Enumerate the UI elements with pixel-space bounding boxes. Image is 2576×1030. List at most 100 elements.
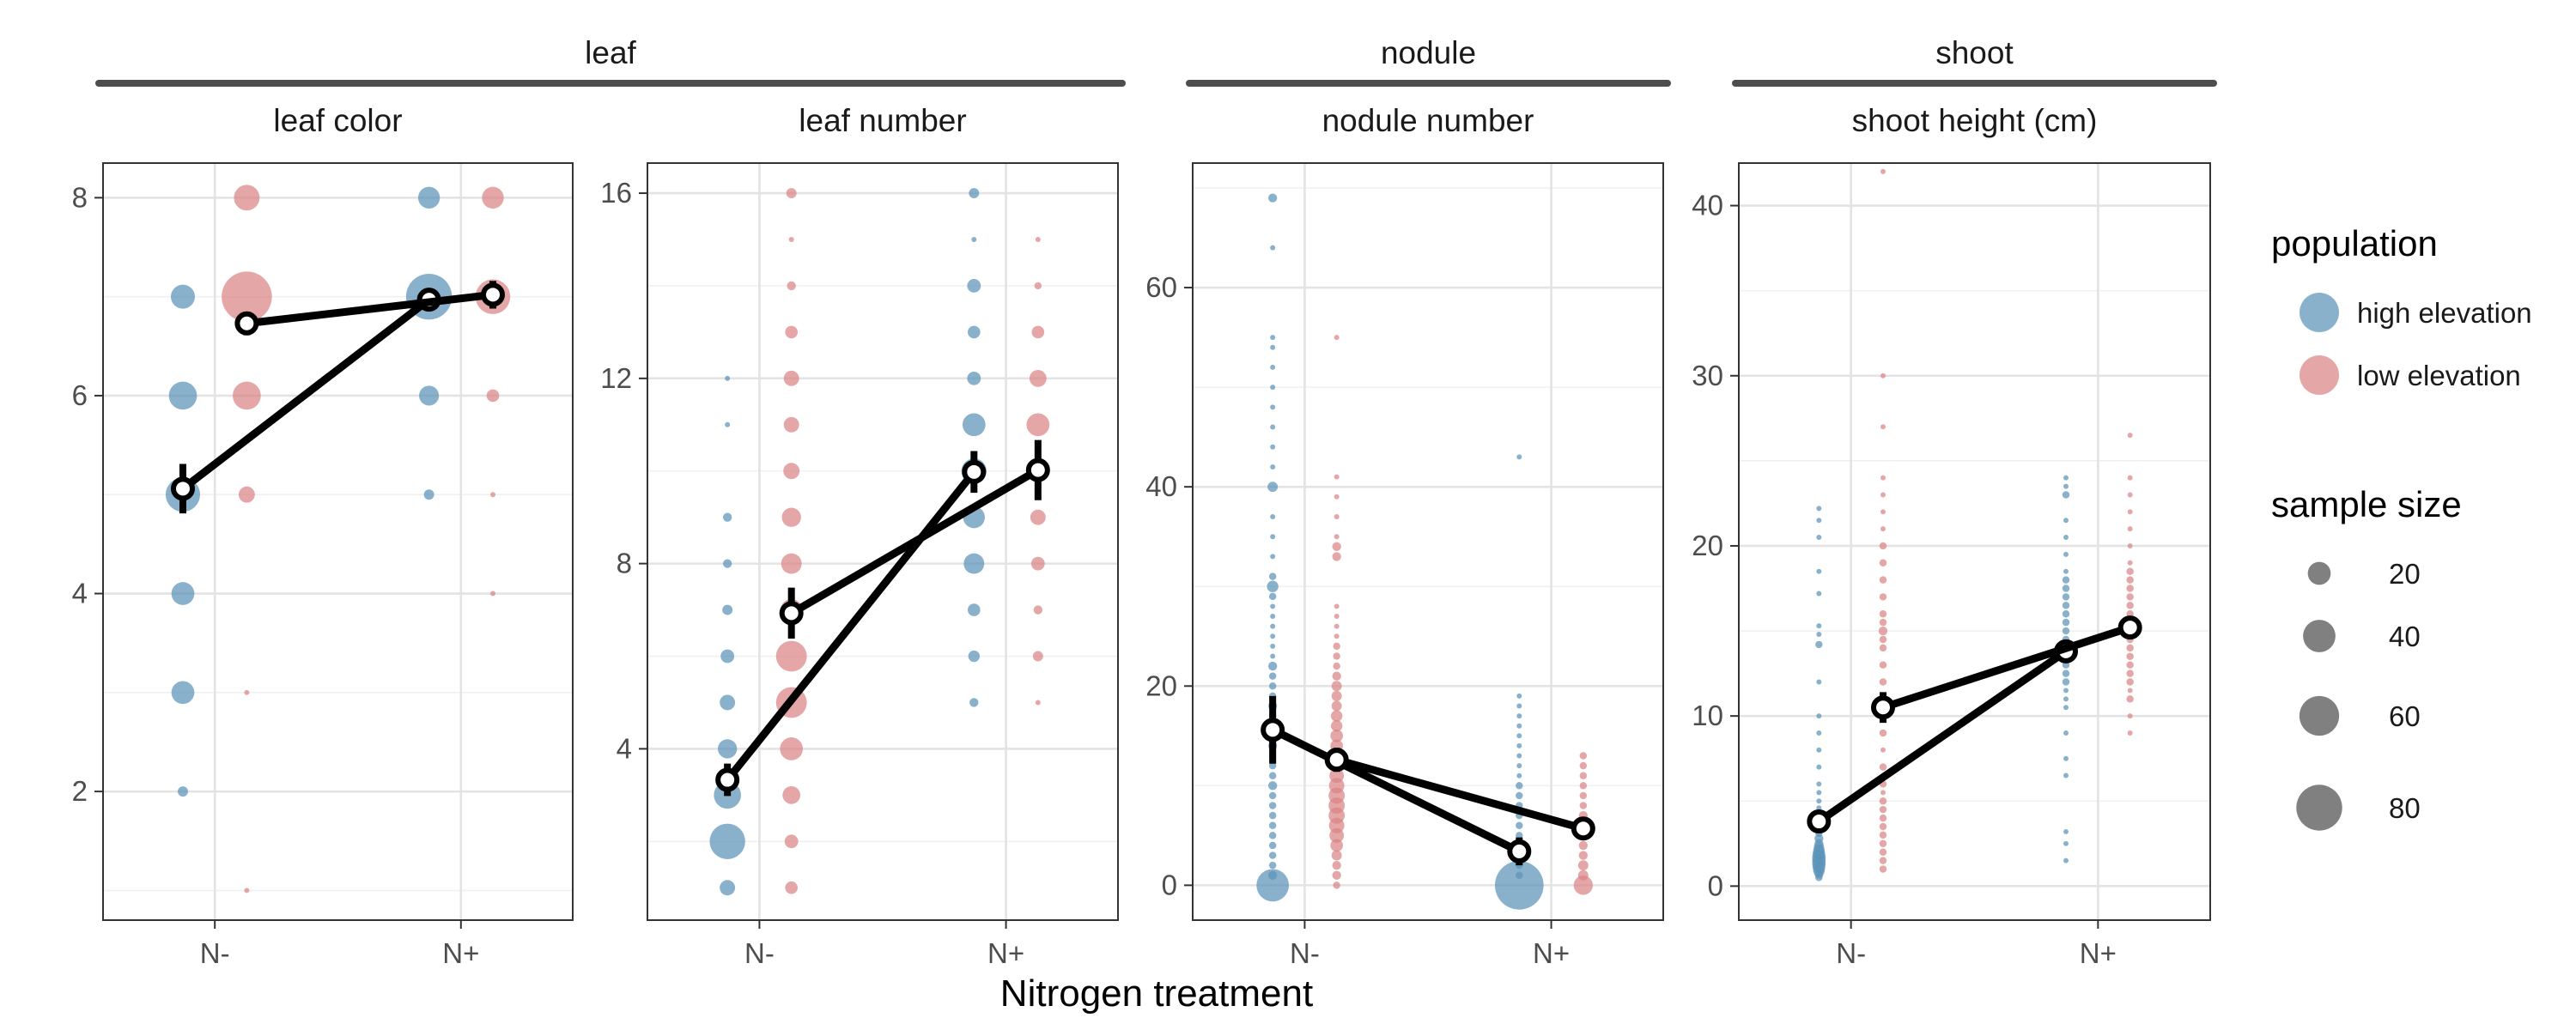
data-point-low-n [1880, 492, 1886, 498]
data-point-high-n [1267, 482, 1279, 493]
legend-key-high-elevation [2300, 293, 2339, 332]
group-strip-label: shoot [1935, 35, 2014, 70]
legend-label: high elevation [2357, 297, 2532, 329]
legend-population: population high elevation low elevation [2271, 223, 2532, 395]
data-point-high-n [1270, 614, 1276, 620]
data-point-low-n [1332, 870, 1341, 880]
data-point-high-n [1516, 723, 1522, 729]
data-point-high-n [717, 739, 738, 759]
panel-strip-label: shoot height (cm) [1852, 103, 2098, 138]
data-point-low-n [1334, 534, 1340, 540]
data-point-high-n [1816, 790, 1822, 796]
data-point-high-n [1815, 640, 1823, 649]
x-tick-label: N- [1290, 937, 1320, 969]
data-point-high-n [1268, 573, 1277, 580]
mean-point-high-n [1507, 839, 1532, 863]
data-point-high-n [722, 604, 733, 615]
y-tick-label: 10 [1692, 700, 1723, 731]
data-point-low-n [783, 463, 800, 480]
data-point-high-n [1814, 833, 1824, 844]
data-point-high-n [1270, 554, 1276, 560]
data-point-low-n [1879, 729, 1887, 737]
data-point-low-n [2127, 730, 2133, 736]
data-point-low-n [1332, 861, 1341, 870]
data-point-low-n [1030, 556, 1045, 571]
data-point-low-n [1331, 710, 1343, 722]
y-tick-label: 8 [617, 548, 632, 579]
data-point-low-n [2126, 644, 2134, 652]
data-point-low-n [1573, 876, 1594, 895]
y-tick-label: 2 [72, 775, 88, 807]
data-point-low-n [1879, 610, 1887, 618]
data-point-high-n [1816, 568, 1822, 574]
data-point-high-n [968, 603, 981, 616]
panel-border [102, 162, 574, 921]
data-point-high-n [1516, 713, 1522, 719]
data-point-high-n [2063, 840, 2069, 846]
mean-point-low-n [234, 311, 259, 336]
data-point-high-n [720, 880, 736, 896]
mean-line-low [242, 290, 497, 328]
data-point-high-n [1270, 514, 1276, 519]
data-point-high-n [1268, 851, 1277, 859]
data-point-high-n [1816, 781, 1822, 787]
y-tick-label: 6 [72, 379, 88, 411]
data-point-low-n [1578, 840, 1589, 851]
data-point-high-n [720, 694, 736, 711]
data-point-high-n [423, 489, 434, 500]
data-point-high-n [1516, 753, 1522, 759]
mean-point-high-n [170, 476, 195, 501]
data-point-low-n [1579, 772, 1588, 779]
data-point-high-n [2063, 551, 2069, 557]
data-point-high-n [1516, 742, 1522, 748]
panel-leaf-number: 4 8 12 16 N- N+ leaf number [600, 103, 1119, 969]
data-point-low-n [1879, 805, 1887, 814]
data-point-high-n [971, 237, 977, 243]
data-point-high-n [962, 413, 986, 437]
data-point-low-n [2127, 542, 2133, 548]
legend-label: 80 [2389, 792, 2421, 824]
data-point-high-n [1516, 772, 1522, 779]
panel-strip-label: nodule number [1322, 103, 1534, 138]
data-point-high-n [1268, 682, 1277, 690]
data-point-low-n [1879, 644, 1887, 652]
data-point-high-n [1816, 535, 1822, 541]
data-point-low-n [1026, 413, 1050, 437]
x-axis-title: Nitrogen treatment [1000, 972, 1313, 1015]
data-point-high-n [170, 284, 195, 309]
data-point-high-n [1270, 623, 1276, 629]
data-point-high-n [1816, 623, 1822, 629]
data-point-high-n [1268, 772, 1277, 779]
data-point-high-n [2063, 755, 2069, 761]
data-point-high-n [967, 371, 981, 385]
group-strip-label: nodule [1381, 35, 1476, 70]
data-point-high-n [1816, 730, 1822, 736]
data-point-low-n [1330, 729, 1343, 742]
data-point-high-n [1516, 703, 1522, 709]
legend-size-key-40 [2303, 620, 2336, 652]
data-point-low-n [1329, 768, 1345, 784]
data-point-high-n [1516, 871, 1523, 879]
legend-label: 60 [2389, 700, 2421, 732]
mean-point-high-n [962, 459, 987, 484]
data-point-low-n [1880, 424, 1886, 430]
data-point-high-n [2063, 772, 2069, 779]
mean-point-low-n [1324, 748, 1349, 772]
data-point-low-n [2126, 576, 2134, 584]
data-point-high-n [2063, 828, 2069, 834]
data-point-high-n [969, 698, 979, 707]
panel-border [1738, 162, 2211, 921]
data-point-low-n [1880, 373, 1886, 379]
data-point-high-n [709, 823, 745, 859]
data-point-low-n [2126, 695, 2134, 703]
data-point-low-n [1331, 681, 1342, 692]
legend-label: low elevation [2357, 360, 2521, 391]
data-point-high-n [2063, 475, 2069, 481]
legend-label: 20 [2389, 558, 2421, 590]
data-point-high-n [2063, 535, 2069, 541]
data-point-high-n [1268, 811, 1277, 820]
data-point-low-n [1334, 633, 1340, 639]
data-point-high-n [2062, 585, 2070, 592]
